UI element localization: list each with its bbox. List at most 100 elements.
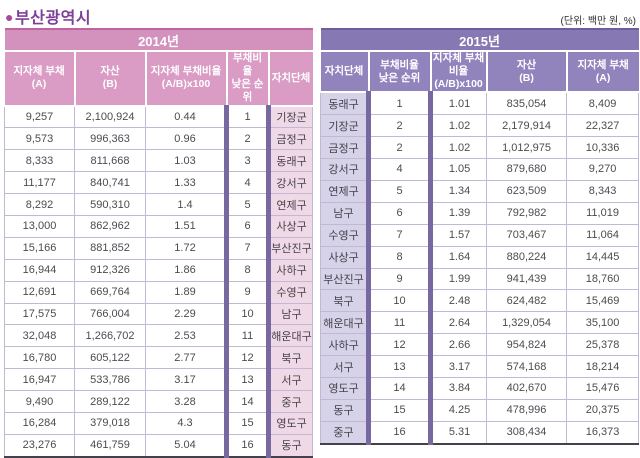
value-cell: 1.57 [430,223,488,247]
value-cell: 879,680 [486,158,568,181]
value-cell: 13,000 [4,214,75,238]
district-cell: 연제구 [320,179,370,203]
value-cell: 766,004 [74,302,146,326]
value-cell: 2.66 [430,333,488,357]
district-cell: 중구 [320,420,370,445]
value-cell: 11,177 [4,171,75,195]
value-cell: 289,122 [74,390,146,413]
table-row: 12,691 669,764 1.89 9 수영구 [4,280,314,304]
value-cell: 1.05 [430,158,488,181]
value-cell: 8,333 [4,149,75,173]
value-cell: 0.44 [145,104,227,129]
value-cell: 8,292 [4,193,75,216]
rank-cell: 5 [366,179,434,203]
district-cell: 강서구 [267,171,314,195]
column-header: 지자체 부채 (A) [4,51,75,107]
rank-cell: 2 [224,127,271,151]
value-cell: 2.53 [145,324,227,348]
value-cell: 3.84 [430,376,488,400]
district-cell: 해운대구 [320,311,370,335]
page-title-text: 부산광역시 [14,10,92,27]
value-cell: 2.64 [430,311,488,335]
district-cell: 북구 [267,346,314,370]
value-cell: 1.02 [430,136,488,160]
value-cell: 20,375 [566,398,640,422]
value-cell: 1.34 [430,179,488,203]
rank-cell: 11 [224,324,271,348]
value-cell: 9,573 [4,127,75,151]
district-cell: 수영구 [267,280,314,304]
table-row: 동구 15 4.25 478,996 20,375 [320,398,640,422]
value-cell: 15,469 [566,289,640,313]
value-cell: 3.28 [145,390,227,413]
table-row: 13,000 862,962 1.51 6 사상구 [4,214,314,238]
table-row: 16,780 605,122 2.77 12 북구 [4,346,314,370]
value-cell: 8,343 [566,179,640,203]
value-cell: 2.48 [430,289,488,313]
table-row: 사하구 12 2.66 954,824 25,378 [320,333,640,357]
rank-cell: 4 [224,171,271,195]
table-row: 16,944 912,326 1.86 8 사하구 [4,258,314,282]
table-row: 서구 13 3.17 574,168 18,214 [320,355,640,378]
rank-cell: 16 [224,433,271,458]
value-cell: 941,439 [486,267,568,291]
district-cell: 강서구 [320,158,370,181]
page-title: ●부산광역시 [5,4,91,28]
value-cell: 1.72 [145,236,227,260]
rank-cell: 14 [366,376,434,400]
value-cell: 1.39 [430,201,488,225]
value-cell: 1.51 [145,214,227,238]
column-header: 자산 (B) [73,51,146,107]
value-cell: 3.17 [145,368,227,392]
page: ●부산광역시 (단위: 백만 원, %) 2014년 지자체 부채 (A) 자산 (B… [4,4,640,458]
district-cell: 서구 [320,355,370,378]
value-cell: 478,996 [486,398,568,422]
rank-cell: 13 [366,355,434,378]
district-cell: 영도구 [320,376,370,400]
rank-cell: 4 [366,158,434,181]
unit-label: (단위: 백만 원, %) [560,16,636,27]
table-row: 9,573 996,363 0.96 2 금정구 [4,127,314,151]
district-cell: 사하구 [320,333,370,357]
district-cell: 동구 [320,398,370,422]
value-cell: 880,224 [486,245,568,269]
rank-cell: 11 [366,311,434,335]
value-cell: 461,759 [74,433,146,458]
value-cell: 25,378 [566,333,640,357]
table-row: 9,257 2,100,924 0.44 1 기장군 [4,104,314,129]
rank-cell: 10 [366,289,434,313]
table-row: 기장군 2 1.02 2,179,914 22,327 [320,114,640,138]
district-cell: 남구 [267,302,314,326]
value-cell: 533,786 [74,368,146,392]
column-header: 자치단체 [267,51,313,107]
rank-cell: 10 [224,302,271,326]
value-cell: 1.64 [430,245,488,269]
district-cell: 금정구 [320,136,370,160]
value-cell: 4.3 [145,411,227,435]
value-cell: 17,575 [4,302,75,326]
value-cell: 16,780 [4,346,75,370]
rank-cell: 8 [224,258,271,282]
value-cell: 2,179,914 [486,114,568,138]
value-cell: 15,476 [566,376,640,400]
value-cell: 9,490 [4,390,75,413]
value-cell: 9,270 [566,158,640,181]
table-row: 금정구 2 1.02 1,012,975 10,336 [320,136,640,160]
table-row: 23,276 461,759 5.04 16 동구 [4,433,314,458]
value-cell: 16,944 [4,258,75,282]
rank-cell: 14 [224,390,271,413]
value-cell: 11,019 [566,201,640,225]
rank-cell: 5 [224,193,271,216]
district-cell: 동래구 [320,91,370,116]
value-cell: 1.86 [145,258,227,282]
value-cell: 9,257 [4,104,75,129]
rank-cell: 3 [224,149,271,173]
district-cell: 중구 [267,390,314,413]
value-cell: 912,326 [74,258,146,282]
value-cell: 1.01 [430,91,488,116]
table-row: 11,177 840,741 1.33 4 강서구 [4,171,314,195]
value-cell: 605,122 [74,346,146,370]
district-cell: 동래구 [267,149,314,173]
table-row: 8,333 811,668 1.03 3 동래구 [4,149,314,173]
year-banner-label: 2015년 [320,29,639,52]
